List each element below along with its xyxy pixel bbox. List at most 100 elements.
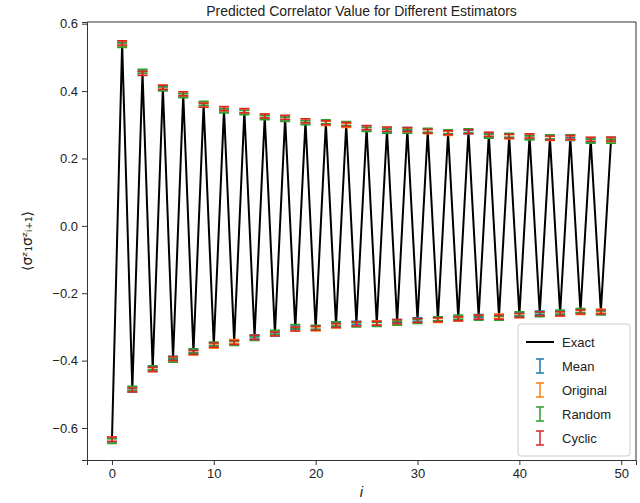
legend-swatch [536,407,544,421]
y-axis: −0.6−0.4−0.20.00.20.40.6 [52,16,87,460]
error-bar [474,315,484,319]
error-bar [433,318,443,322]
frame-right [636,22,637,460]
error-bar [107,437,117,441]
x-tick-mark [418,460,419,465]
legend-swatch [536,359,544,373]
error-bar [127,388,137,392]
error-bar [555,312,565,316]
legend-swatch [536,383,544,397]
error-bar [341,122,351,126]
error-bar [148,367,158,371]
x-tick-mark [112,460,113,465]
error-bar [525,134,535,138]
legend-label: Exact [562,335,595,350]
error-bar [392,320,402,324]
error-bar [178,92,188,96]
error-bar [453,317,463,321]
frame-top [87,22,636,23]
error-bar [300,119,310,123]
legend-item: Random [536,407,611,422]
error-bar [545,136,555,140]
x-tick-label: 20 [309,466,323,481]
x-tick-label: 10 [207,466,221,481]
error-bar [463,130,473,134]
error-bar [535,312,545,316]
x-tick-label: 0 [109,466,116,481]
chart-svg: 01020304050−0.6−0.4−0.20.00.20.40.6Predi… [0,0,640,503]
error-bar [596,310,606,314]
error-bar [362,125,372,129]
error-bar [311,326,321,330]
error-bar [372,321,382,325]
error-bar [402,127,412,131]
y-tick-mark [82,158,87,159]
y-tick: −0.6 [52,421,87,436]
error-bar [382,127,392,131]
y-tick-label: −0.2 [52,286,78,301]
errorbar-series [107,43,616,443]
y-tick-label: 0.6 [60,16,78,31]
error-bar [535,312,545,316]
error-bar [270,332,280,336]
error-bar [463,129,473,133]
error-bar [209,343,219,347]
legend-swatch [526,341,554,343]
error-bar [331,324,341,328]
legend-label: Original [562,383,607,398]
legend-item: Mean [536,359,595,374]
y-tick-mark [82,24,87,25]
x-axis-title: i [360,483,364,500]
y-tick-mark [82,428,87,429]
error-bar [413,319,423,323]
error-bar [280,115,290,119]
y-tick: 0.0 [60,218,87,233]
legend-box [518,324,630,456]
y-tick-mark [82,226,87,227]
x-tick-mark [316,460,317,465]
legend-label: Cyclic [562,431,597,446]
legend-label: Random [562,407,611,422]
y-axis-title: ⟨σᶻ₁σᶻᵢ₊₁⟩ [19,211,35,271]
y-tick-label: 0.0 [60,218,78,233]
error-bar [239,109,249,113]
error-bar [575,310,585,314]
error-bar [321,121,331,125]
legend: Exact Mean Original Random Cyclic [518,324,630,456]
legend-swatch [536,431,544,445]
error-bar [138,72,148,76]
error-bar [250,336,260,340]
x-tick-mark [214,460,215,465]
background [0,0,640,503]
error-bar [565,136,575,140]
y-tick-mark [82,91,87,92]
error-bar [188,351,198,355]
error-bar [443,131,453,135]
legend-item: Cyclic [536,431,597,446]
legend-item: Exact [526,335,595,350]
y-tick: 0.2 [60,151,87,166]
y-tick: −0.2 [52,286,87,301]
y-axis-line [82,23,88,461]
error-bar [565,135,575,139]
error-bar [504,134,514,138]
x-tick-label: 50 [614,466,628,481]
error-bar [586,137,596,141]
error-bar [158,85,168,89]
y-tick: 0.6 [60,16,87,31]
legend-item: Original [536,383,607,398]
x-tick: 20 [309,460,323,481]
x-tick: 10 [207,460,221,481]
x-tick: 0 [109,460,116,481]
plot-area [107,41,616,444]
error-bar [413,318,423,322]
x-tick-label: 40 [513,466,527,481]
y-tick-mark [82,361,87,362]
error-bar [351,322,361,326]
error-bar [494,315,504,319]
x-axis-line [88,461,637,466]
y-tick-label: −0.4 [52,353,78,368]
error-bar [423,129,433,133]
y-tick-label: 0.2 [60,151,78,166]
error-bar [351,322,361,326]
